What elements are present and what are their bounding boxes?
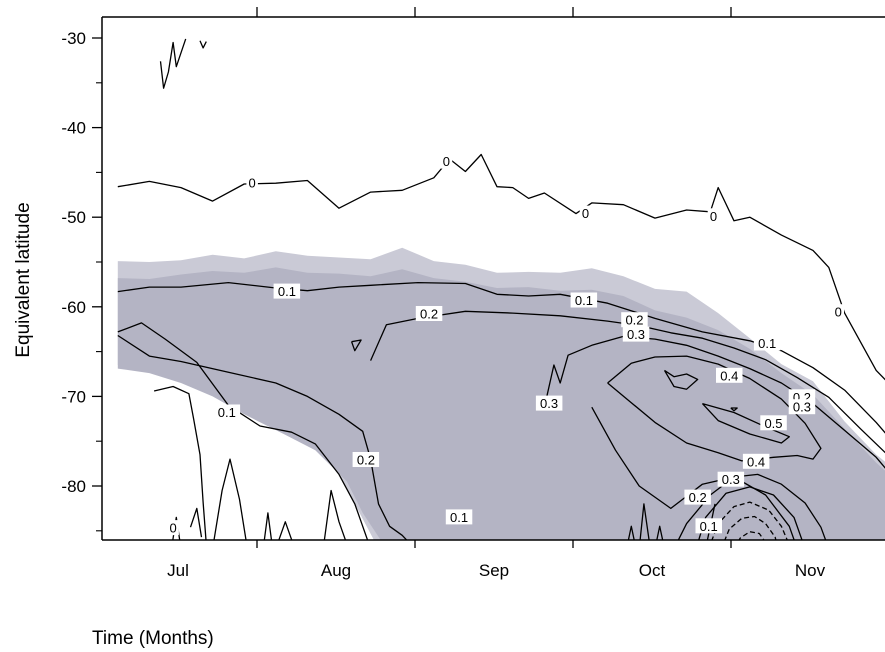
contour-label-bg-8 bbox=[213, 404, 241, 420]
contour-label-bg-0 bbox=[246, 175, 258, 191]
contour-label-bg-6 bbox=[273, 283, 301, 299]
y-tick-label-3: -60 bbox=[61, 298, 86, 317]
contour-label-17: 0.2 bbox=[689, 490, 707, 505]
contour-label-bg-15 bbox=[352, 452, 380, 467]
contour-label-15: 0.2 bbox=[357, 453, 375, 468]
contour-label-bg-2 bbox=[579, 205, 592, 221]
contour-label-bg-20 bbox=[788, 399, 816, 415]
contour-label-bg-14 bbox=[621, 312, 648, 328]
contour-label-bg-17 bbox=[684, 489, 711, 505]
contour-label-1: 0 bbox=[443, 154, 450, 169]
contour-label-bg-21 bbox=[717, 471, 745, 487]
y-tick-label-5: -80 bbox=[61, 477, 86, 496]
contour-label-22: 0.4 bbox=[720, 368, 738, 383]
contour-label-bg-9 bbox=[753, 335, 781, 351]
contour-line-9 bbox=[323, 489, 347, 540]
contour-label-bg-18 bbox=[622, 326, 650, 342]
contour-line-6 bbox=[213, 458, 247, 540]
contour-line-17 bbox=[370, 310, 885, 454]
y-tick-label-2: -50 bbox=[61, 208, 86, 227]
contour-line-22 bbox=[663, 369, 699, 390]
contour-label-20: 0.3 bbox=[793, 400, 811, 415]
y-tick-label-0: -30 bbox=[61, 29, 86, 48]
y-tick-label-4: -70 bbox=[61, 387, 86, 406]
contour-line-11 bbox=[639, 503, 650, 540]
contour-label-3: 0 bbox=[710, 209, 717, 224]
contour-label-bg-23 bbox=[742, 453, 770, 469]
contour-line-23 bbox=[701, 402, 790, 444]
contour-label-bg-4 bbox=[832, 304, 844, 320]
contour-line-4 bbox=[172, 516, 181, 540]
x-axis-title: Time (Months) bbox=[92, 628, 214, 649]
contour-line-26 bbox=[698, 486, 803, 540]
contour-label-bg-3 bbox=[707, 208, 720, 224]
contour-line-21 bbox=[607, 355, 822, 462]
contour-label-7: 0.1 bbox=[575, 293, 593, 308]
contour-line-20 bbox=[591, 406, 795, 540]
contour-line-1 bbox=[159, 38, 187, 89]
contour-line-5 bbox=[189, 507, 203, 538]
contour-label-bg-13 bbox=[415, 306, 443, 321]
contour-line-3 bbox=[153, 385, 207, 540]
contour-label-bg-7 bbox=[570, 292, 598, 308]
contour-label-24: 0.5 bbox=[764, 416, 782, 431]
contour-label-23: 0.4 bbox=[747, 454, 765, 469]
contour-line-0 bbox=[117, 153, 885, 381]
contour-label-2: 0 bbox=[582, 206, 589, 221]
contour-label-8: 0.1 bbox=[218, 405, 236, 420]
contour-label-13: 0.2 bbox=[420, 307, 438, 322]
contour-label-9: 0.1 bbox=[758, 336, 776, 351]
x-tick-label-1: Aug bbox=[321, 561, 351, 580]
contour-label-bg-11 bbox=[445, 509, 473, 525]
contour-label-bg-22 bbox=[716, 367, 743, 383]
contour-label-19: 0.3 bbox=[540, 396, 558, 411]
contour-line-18 bbox=[117, 334, 408, 540]
contour-label-12: 0.1 bbox=[700, 519, 718, 534]
y-axis-title: Equivalent latitude bbox=[13, 202, 34, 357]
contour-label-14: 0.2 bbox=[625, 313, 643, 328]
contour-line-10 bbox=[627, 525, 635, 540]
y-tick-label-1: -40 bbox=[61, 119, 86, 138]
contour-label-bg-24 bbox=[760, 415, 787, 431]
x-tick-label-4: Nov bbox=[795, 561, 826, 580]
contour-line-19 bbox=[543, 335, 885, 469]
x-tick-label-3: Oct bbox=[639, 561, 666, 580]
x-tick-label-2: Sep bbox=[479, 561, 509, 580]
contour-label-18: 0.3 bbox=[627, 327, 645, 342]
contour-line-14 bbox=[117, 281, 885, 434]
contour-label-0: 0 bbox=[248, 176, 255, 191]
shading-inner bbox=[117, 267, 885, 540]
contour-line-12 bbox=[656, 525, 664, 540]
contour-label-bg-19 bbox=[535, 395, 563, 411]
contour-line-25 bbox=[677, 473, 827, 540]
contour-label-5: 0 bbox=[169, 521, 176, 536]
contour-label-bg-5 bbox=[167, 520, 179, 536]
contour-line-7 bbox=[263, 512, 273, 540]
contour-label-4: 0 bbox=[835, 305, 842, 320]
contour-line-28 bbox=[724, 515, 777, 540]
contour-line-15 bbox=[117, 322, 369, 540]
contour-label-bg-12 bbox=[695, 518, 722, 534]
contour-label-bg-1 bbox=[440, 153, 453, 169]
contour-label-6: 0.1 bbox=[278, 284, 296, 299]
x-tick-label-0: Jul bbox=[167, 561, 189, 580]
contour-label-21: 0.3 bbox=[722, 472, 740, 487]
contour-line-16 bbox=[350, 339, 362, 352]
contour-line-24 bbox=[730, 407, 738, 412]
contour-line-2 bbox=[199, 40, 207, 49]
contour-label-11: 0.1 bbox=[450, 510, 468, 525]
